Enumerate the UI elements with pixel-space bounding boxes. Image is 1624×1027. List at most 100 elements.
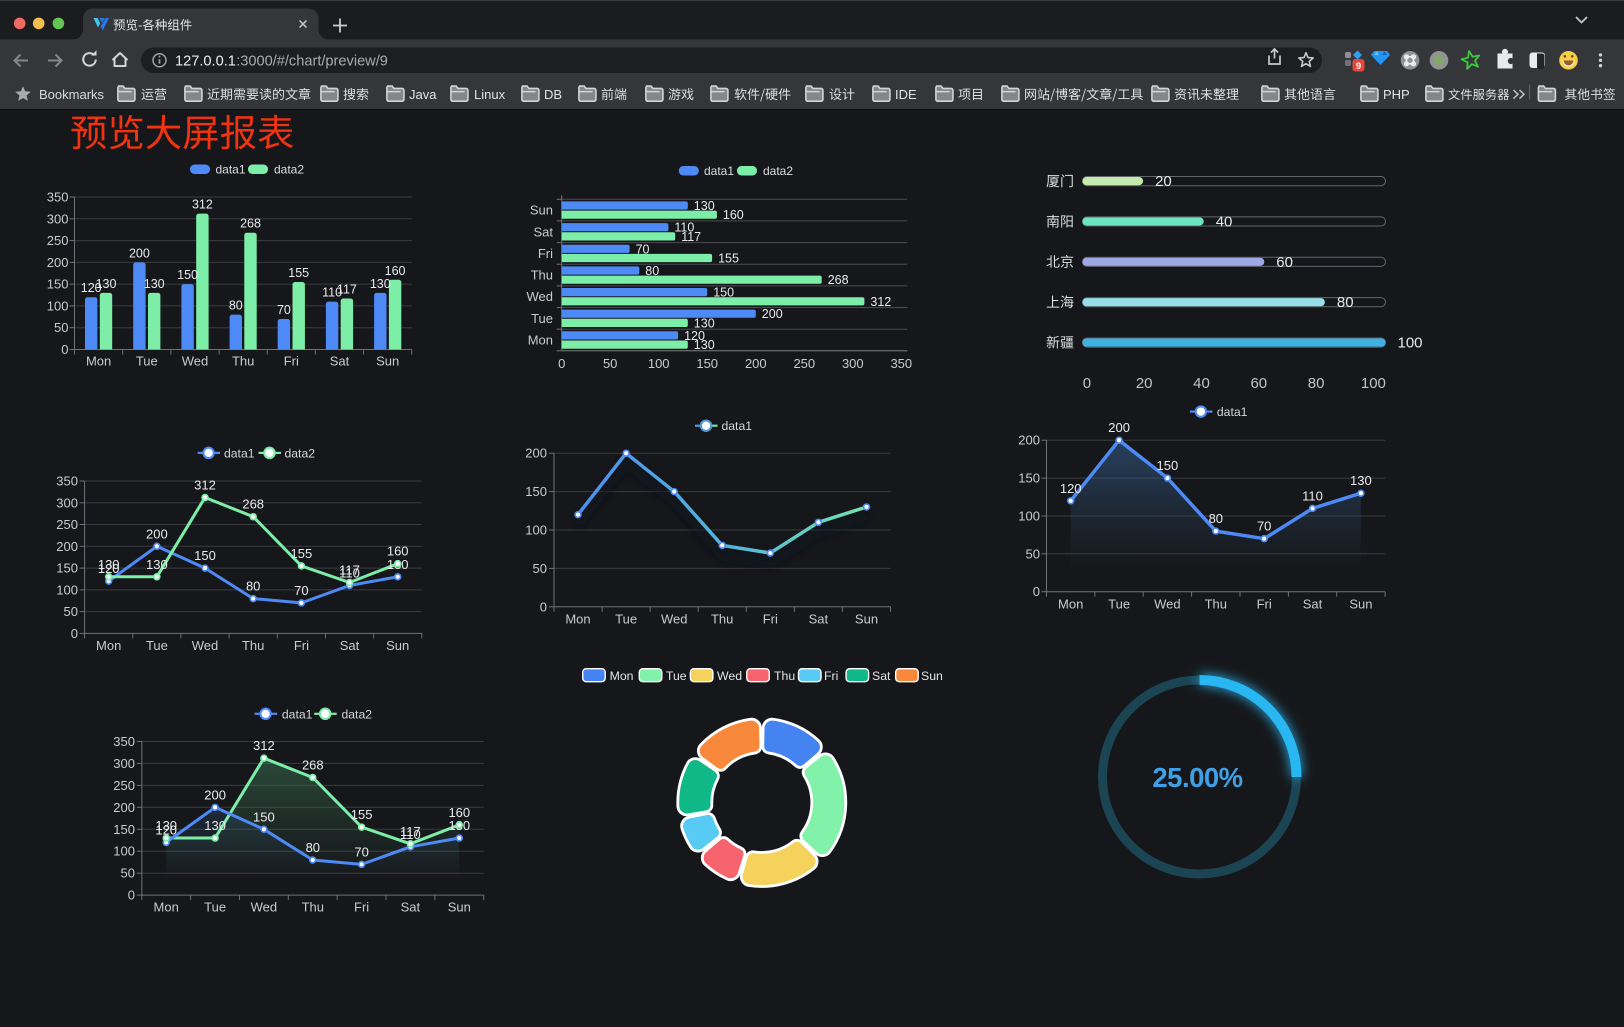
svg-text:20: 20 <box>1136 375 1153 392</box>
svg-text:130: 130 <box>144 277 165 291</box>
svg-text:120: 120 <box>81 281 102 295</box>
svg-text:Thu: Thu <box>774 669 795 683</box>
svg-text:120: 120 <box>98 561 120 576</box>
svg-text:Sun: Sun <box>1349 597 1372 612</box>
svg-text:130: 130 <box>98 557 120 572</box>
svg-text:Sun: Sun <box>530 203 553 218</box>
svg-text:50: 50 <box>121 866 135 881</box>
svg-text:Thu: Thu <box>711 612 733 627</box>
svg-text:160: 160 <box>387 544 409 559</box>
svg-text:130: 130 <box>155 818 177 833</box>
svg-text:130: 130 <box>694 199 715 213</box>
svg-text:150: 150 <box>1157 458 1179 473</box>
svg-text:80: 80 <box>306 840 320 855</box>
svg-text:130: 130 <box>1350 473 1372 488</box>
svg-text:Wed: Wed <box>661 612 688 627</box>
svg-text:Tue: Tue <box>1108 597 1130 612</box>
svg-text:250: 250 <box>113 778 135 793</box>
svg-text:120: 120 <box>684 329 705 343</box>
svg-text:data1: data1 <box>224 446 255 460</box>
svg-text:200: 200 <box>762 307 783 321</box>
svg-text:200: 200 <box>56 539 78 554</box>
svg-text:150: 150 <box>56 561 78 576</box>
svg-text:Wed: Wed <box>182 354 209 369</box>
svg-text:150: 150 <box>253 809 275 824</box>
svg-text:Mon: Mon <box>86 354 111 369</box>
svg-text:80: 80 <box>645 264 659 278</box>
svg-text:Wed: Wed <box>192 638 219 653</box>
svg-text:110: 110 <box>1302 488 1323 503</box>
svg-text:250: 250 <box>47 233 69 248</box>
svg-text:Sat: Sat <box>533 224 553 239</box>
svg-text:312: 312 <box>194 478 216 493</box>
svg-text:Fri: Fri <box>824 669 838 683</box>
svg-text:data1: data1 <box>1217 405 1248 419</box>
svg-text:Sat: Sat <box>872 669 891 683</box>
svg-text:50: 50 <box>64 604 78 619</box>
svg-text:70: 70 <box>636 242 650 256</box>
svg-text:Tue: Tue <box>615 612 637 627</box>
svg-text:data2: data2 <box>274 163 304 177</box>
svg-text:70: 70 <box>294 583 308 598</box>
svg-text:350: 350 <box>47 190 69 205</box>
svg-text:0: 0 <box>71 626 78 641</box>
svg-text:130: 130 <box>694 316 715 330</box>
svg-text:Fri: Fri <box>284 354 299 369</box>
svg-text:Java: Java <box>409 87 437 102</box>
svg-text:160: 160 <box>723 208 744 222</box>
svg-text:Sat: Sat <box>330 354 350 369</box>
svg-text:Mon: Mon <box>154 900 179 915</box>
svg-text:Thu: Thu <box>232 354 254 369</box>
svg-text:350: 350 <box>113 734 135 749</box>
svg-text:PHP: PHP <box>1383 87 1410 102</box>
svg-text:Sun: Sun <box>855 612 878 627</box>
svg-text:117: 117 <box>400 824 421 839</box>
svg-text:155: 155 <box>288 266 309 280</box>
svg-text:Tue: Tue <box>146 638 168 653</box>
svg-text:100: 100 <box>47 298 69 313</box>
svg-text:200: 200 <box>1108 420 1130 435</box>
svg-text:110: 110 <box>322 286 342 300</box>
svg-text:200: 200 <box>113 800 135 815</box>
svg-text:20: 20 <box>1155 173 1172 190</box>
svg-text:150: 150 <box>177 268 198 282</box>
svg-text:0: 0 <box>61 342 68 357</box>
svg-text:70: 70 <box>354 844 368 859</box>
svg-text:200: 200 <box>129 246 150 260</box>
svg-text:Sun: Sun <box>386 638 409 653</box>
svg-text:268: 268 <box>240 217 261 231</box>
svg-text:50: 50 <box>1026 546 1040 561</box>
svg-text:Thu: Thu <box>242 638 264 653</box>
svg-text:300: 300 <box>842 356 864 371</box>
svg-text:Sun: Sun <box>921 669 943 683</box>
svg-text:110: 110 <box>339 566 360 581</box>
svg-text::3000/#/chart/preview/9: :3000/#/chart/preview/9 <box>236 53 388 69</box>
svg-text:80: 80 <box>1337 294 1354 311</box>
svg-text:60: 60 <box>1276 254 1293 271</box>
svg-text:Tue: Tue <box>204 900 226 915</box>
svg-text:200: 200 <box>47 255 69 270</box>
svg-text:100: 100 <box>1361 375 1386 392</box>
svg-text:150: 150 <box>713 286 734 300</box>
svg-text:100: 100 <box>1018 509 1040 524</box>
svg-text:25.00%: 25.00% <box>1152 762 1242 793</box>
svg-text:155: 155 <box>291 546 313 561</box>
svg-text:Bookmarks: Bookmarks <box>39 87 105 102</box>
svg-text:Fri: Fri <box>1257 597 1272 612</box>
svg-text:200: 200 <box>745 356 767 371</box>
svg-text:350: 350 <box>56 474 78 489</box>
svg-text:0: 0 <box>1083 375 1091 392</box>
svg-text:150: 150 <box>47 277 69 292</box>
svg-text:data2: data2 <box>342 707 373 721</box>
svg-text:0: 0 <box>1033 584 1040 599</box>
svg-text:130: 130 <box>370 277 391 291</box>
svg-text:Mon: Mon <box>1058 597 1083 612</box>
svg-text:100: 100 <box>1398 335 1423 352</box>
svg-text:data2: data2 <box>763 164 793 178</box>
svg-text:130: 130 <box>96 277 117 291</box>
svg-text:117: 117 <box>339 563 360 578</box>
svg-text:data1: data1 <box>282 707 313 721</box>
svg-text:80: 80 <box>229 299 243 313</box>
svg-text:268: 268 <box>242 497 264 512</box>
svg-text:80: 80 <box>1209 511 1223 526</box>
